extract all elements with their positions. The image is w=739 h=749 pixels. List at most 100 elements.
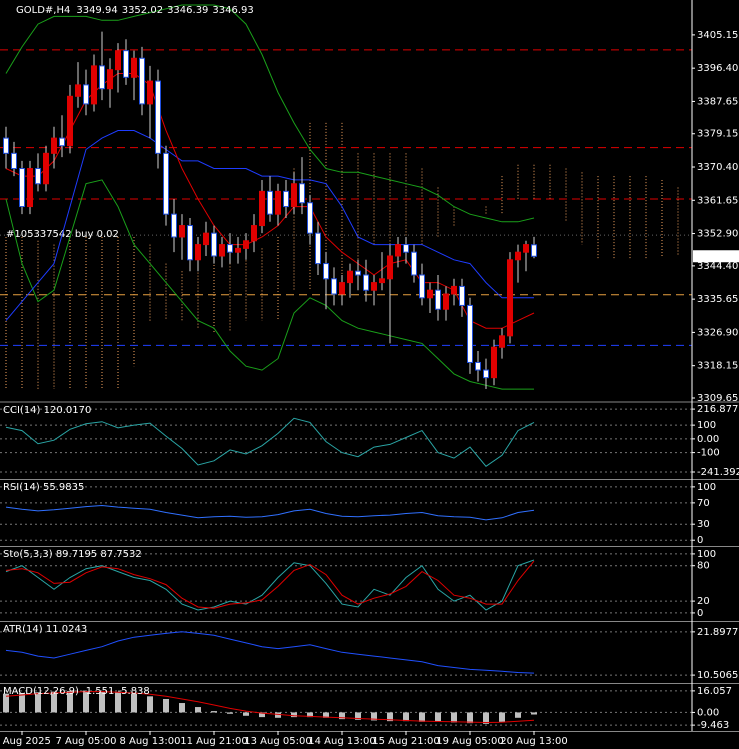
y-tick-label: 0.00 — [697, 707, 719, 718]
candle-body — [387, 255, 393, 280]
candle-body — [403, 244, 409, 253]
histogram-bar — [19, 692, 25, 713]
x-tick-label: 20 Aug 13:00 — [500, 736, 567, 747]
candle-body — [43, 152, 49, 185]
y-tick-label: 100 — [697, 420, 716, 431]
histogram-bar — [323, 712, 329, 718]
y-tick-label: 20 — [697, 596, 710, 607]
candle-body — [299, 183, 305, 204]
x-tick-label: 19 Aug 05:00 — [436, 736, 503, 747]
panel-title: ATR(14) 11.0243 — [3, 624, 87, 635]
histogram-bar — [163, 699, 169, 713]
histogram-bar — [531, 712, 537, 715]
y-tick-label: 216.8772 — [697, 404, 739, 415]
candle-body — [355, 270, 361, 276]
candle-body — [307, 202, 313, 234]
histogram-bar — [467, 712, 473, 724]
candle-body — [363, 274, 369, 291]
indicator-line — [5, 504, 535, 521]
candle-body — [147, 80, 153, 105]
y-tick-label: 30 — [697, 519, 710, 530]
candle-body — [283, 190, 289, 208]
candle-body — [59, 137, 65, 147]
candle-body — [179, 225, 185, 238]
candle-body — [227, 244, 233, 253]
candle-body — [523, 244, 529, 253]
candle-body — [491, 346, 497, 379]
indicator-line — [5, 631, 535, 674]
candle-body — [507, 259, 513, 337]
candle-body — [155, 80, 161, 154]
y-tick-label: -241.3921 — [697, 467, 739, 478]
candle-body — [235, 247, 241, 253]
candle-body — [371, 282, 377, 291]
high: 3352.02 — [122, 5, 163, 16]
symbol: GOLD#,H4 — [16, 5, 70, 16]
chart-title: GOLD#,H4 3349.94 3352.02 3346.39 3346.93 — [16, 5, 254, 16]
candle-body — [163, 152, 169, 215]
histogram-bar — [115, 692, 121, 713]
y-tick-label: 80 — [697, 561, 710, 572]
candle-body — [459, 285, 465, 306]
candle-body — [339, 282, 345, 295]
indicator-line — [5, 417, 535, 467]
y-tick-label: -100 — [697, 448, 720, 459]
candle-body — [131, 57, 137, 78]
histogram-bar — [3, 693, 9, 713]
y-tick-label: 0.00 — [697, 434, 719, 445]
candle-body — [467, 304, 473, 363]
y-tick-label: 3370.40 — [697, 162, 738, 173]
x-tick-label: 14 Aug 13:00 — [308, 736, 375, 747]
y-tick-label: 100 — [697, 549, 716, 560]
candle-body — [499, 335, 505, 348]
histogram-bar — [387, 712, 393, 722]
histogram-bar — [515, 712, 521, 718]
candle-body — [11, 152, 17, 170]
histogram-bar — [243, 712, 249, 716]
candle-body — [19, 168, 25, 208]
candle-body — [243, 240, 249, 249]
overlay-line — [5, 4, 535, 223]
y-tick-label: 3309.65 — [697, 393, 738, 404]
candle-body — [419, 274, 425, 299]
y-tick-label: 3405.15 — [697, 30, 738, 41]
candle-body — [67, 95, 73, 147]
y-tick-label: 70 — [697, 498, 710, 509]
x-tick-label: 11 Aug 21:00 — [180, 736, 247, 747]
histogram-bar — [291, 712, 297, 718]
candle-body — [35, 168, 41, 185]
candle-body — [435, 289, 441, 310]
open: 3349.94 — [76, 5, 117, 16]
candle-body — [315, 232, 321, 265]
candle-body — [411, 251, 417, 276]
histogram-bar — [307, 712, 313, 718]
y-tick-label: 10.5065 — [697, 670, 738, 681]
x-tick-label: 7 Aug 05:00 — [55, 736, 116, 747]
y-tick-label: 3335.65 — [697, 294, 738, 305]
candle-body — [259, 190, 265, 227]
candle-body — [211, 232, 217, 257]
histogram-bar — [179, 703, 185, 713]
plot-area: #105337542 buy 0.02 — [0, 4, 692, 726]
candle-body — [3, 137, 9, 154]
candle-body — [291, 183, 297, 208]
y-tick-label: 0 — [697, 608, 703, 619]
candle-body — [187, 225, 193, 261]
candle-body — [27, 168, 33, 208]
close: 3346.93 — [212, 5, 253, 16]
candle-body — [395, 244, 401, 257]
candle-body — [331, 278, 337, 295]
panel-title: RSI(14) 55.9835 — [3, 482, 84, 493]
candle-body — [443, 293, 449, 310]
candle-body — [531, 244, 537, 257]
y-tick-label: 100 — [697, 482, 716, 493]
candle-body — [267, 190, 273, 215]
candle-body — [347, 270, 353, 284]
panel-title: Sto(5,3,3) 89.7195 87.7532 — [3, 549, 142, 560]
histogram-bar — [499, 712, 505, 722]
histogram-bar — [51, 691, 57, 713]
histogram-bar — [227, 712, 233, 714]
candle-body — [107, 69, 113, 90]
